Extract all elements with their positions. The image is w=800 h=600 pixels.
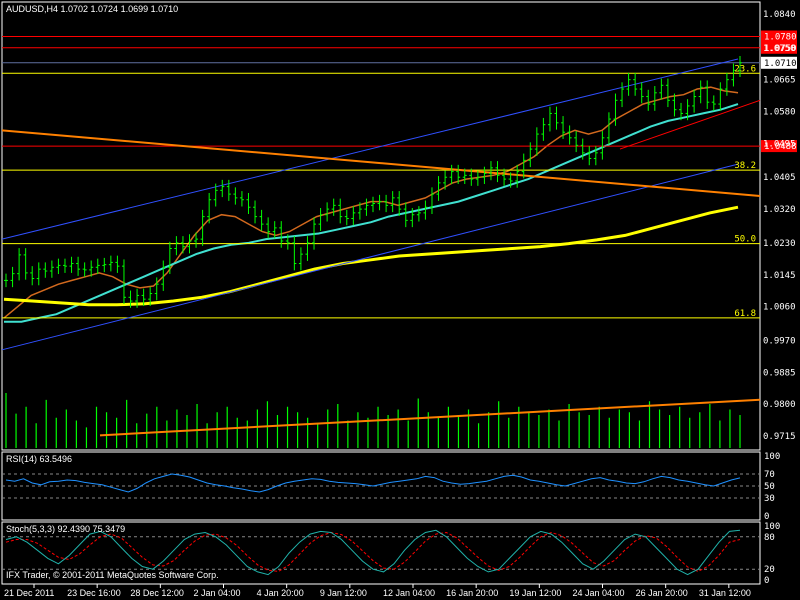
x-tick-label: 4 Jan 20:00 xyxy=(257,588,304,598)
ma-slow-line xyxy=(3,205,739,307)
y-tick-label: 1.0840 xyxy=(763,10,796,20)
stoch-y-tick: 80 xyxy=(764,533,775,543)
fib-level-label: 38.2 xyxy=(734,161,756,171)
trend-lines xyxy=(1,36,761,437)
x-tick-label: 23 Dec 16:00 xyxy=(67,588,121,598)
rising-trend-line xyxy=(99,398,761,437)
y-tick-label: 0.9715 xyxy=(763,432,796,442)
y-tick-label: 1.0230 xyxy=(763,239,796,249)
ma-fast-line xyxy=(3,86,739,319)
x-tick-label: 16 Jan 20:00 xyxy=(446,588,498,598)
rsi-label: RSI(14) 63.5496 xyxy=(6,454,72,464)
stoch-panel-frame xyxy=(1,521,761,585)
x-tick-label: 2 Jan 04:00 xyxy=(194,588,241,598)
x-tick-label: 28 Dec 12:00 xyxy=(130,588,184,598)
x-tick-label: 9 Jan 12:00 xyxy=(320,588,367,598)
y-tick-label: 1.0580 xyxy=(763,108,796,118)
candlesticks xyxy=(4,56,742,308)
volume-bars xyxy=(5,393,741,448)
stoch-y-tick: 100 xyxy=(764,522,780,532)
y-tick-label: 1.0145 xyxy=(763,271,796,281)
descending-trend-line xyxy=(1,129,761,197)
fib-level-label: 23.6 xyxy=(734,64,756,74)
x-tick-label: 31 Jan 12:00 xyxy=(699,588,751,598)
x-tick-label: 26 Jan 20:00 xyxy=(636,588,688,598)
stoch-y-tick: 20 xyxy=(764,565,775,575)
main-panel-frame xyxy=(1,1,761,451)
price-tag-label: 1.0710 xyxy=(764,59,797,69)
price-tag-label: 1.0488 xyxy=(764,142,797,152)
fib-level-label: 61.8 xyxy=(734,309,756,319)
rsi-series xyxy=(2,473,760,499)
moving-averages xyxy=(3,86,739,323)
price-tag xyxy=(761,140,797,153)
y-tick-label: 1.0495 xyxy=(763,139,796,149)
price-tag-label: 1.0750 xyxy=(764,44,797,54)
price-tag xyxy=(761,30,797,43)
stochastic-series xyxy=(2,529,760,576)
x-tick-label: 21 Dec 2011 xyxy=(4,588,54,598)
ma-mid-line xyxy=(4,103,739,323)
rsi-y-tick: 30 xyxy=(764,494,775,504)
y-tick-label: 0.9800 xyxy=(763,400,796,410)
x-tick-label: 19 Jan 12:00 xyxy=(509,588,561,598)
price-tag-label: 1.0780 xyxy=(764,33,797,43)
rsi-y-tick: 70 xyxy=(764,470,775,480)
rsi-y-tick: 50 xyxy=(764,482,775,492)
symbol-header: AUDUSD,H4 1.0702 1.0724 1.0699 1.0710 xyxy=(6,4,178,14)
y-tick-label: 1.0665 xyxy=(763,76,796,86)
x-tick-label: 24 Jan 04:00 xyxy=(573,588,625,598)
x-tick-label: 12 Jan 04:00 xyxy=(383,588,435,598)
fib-level-label: 50.0 xyxy=(734,235,756,245)
channel-upper-line xyxy=(1,58,739,240)
y-tick-label: 1.0320 xyxy=(763,205,796,215)
copyright-text: IFX Trader, © 2001-2011 MetaQuotes Softw… xyxy=(6,570,219,580)
channel-lower-line xyxy=(1,163,739,351)
rsi-line xyxy=(5,473,741,493)
stoch-label: Stoch(5,3,3) 92.4390 75.3479 xyxy=(6,524,125,534)
rsi-y-tick: 0 xyxy=(764,512,769,522)
rsi-y-tick: 100 xyxy=(764,452,780,462)
price-tag xyxy=(761,41,797,54)
y-tick-label: 0.9885 xyxy=(763,368,796,378)
price-tag xyxy=(761,56,797,69)
y-tick-label: 1.0750 xyxy=(763,44,796,54)
y-tick-label: 1.0405 xyxy=(763,173,796,183)
stoch-signal-line xyxy=(5,531,741,572)
red-trend-line xyxy=(619,99,761,150)
stoch-y-tick: 0 xyxy=(764,576,769,586)
stoch-main-line xyxy=(5,529,741,576)
y-tick-label: 1.0060 xyxy=(763,303,796,313)
y-tick-label: 0.9970 xyxy=(763,336,796,346)
